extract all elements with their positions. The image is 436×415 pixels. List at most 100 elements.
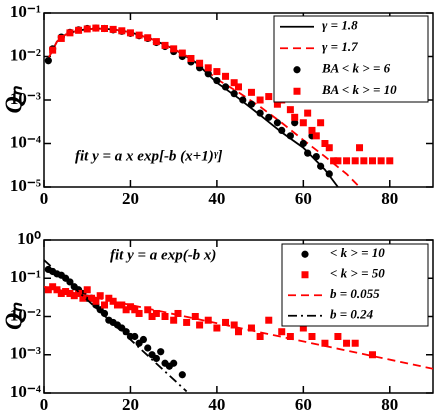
point [66,29,74,37]
point [230,321,238,329]
point [334,157,342,165]
x-tick-label: 60 [295,395,312,414]
point [152,309,160,317]
point [230,90,238,98]
x-axis-label: n [232,409,245,415]
point [113,301,121,309]
point [247,100,256,108]
point [221,83,230,91]
point [256,333,264,341]
point [57,289,65,297]
point [312,152,320,161]
y-tick-label: 10⁻¹ [10,2,41,21]
point [152,38,160,46]
point [122,306,130,314]
point [235,328,242,336]
point [66,289,74,297]
point [144,344,152,352]
point [178,371,186,379]
x-tick-label: 60 [295,189,312,208]
point [152,354,160,363]
point [386,157,394,165]
point [135,31,143,39]
y-tick-label: 10⁻³ [10,344,41,363]
y-tick-label: 10⁰ [17,229,41,248]
point [308,126,316,134]
point [291,119,299,127]
point [178,49,186,57]
point [83,286,91,294]
point [131,332,139,341]
y-tick-label: 10⁻² [10,45,41,64]
point [239,96,247,104]
point [325,144,333,152]
point [79,294,87,302]
point [265,93,273,101]
point [126,29,134,37]
fit-line [44,259,188,393]
y-tick-label: 10⁻⁵ [10,176,41,195]
point [286,333,294,341]
legend-box [281,243,429,327]
point [187,54,195,62]
point [148,313,156,320]
point [44,286,52,294]
point [131,306,139,314]
point [304,149,312,157]
y-axis-label: Qₙ [2,302,28,330]
point [170,359,178,367]
point [44,57,52,65]
point [317,162,325,170]
point [96,292,104,300]
point [191,313,199,320]
legend-swatch [293,66,301,74]
point [356,144,364,152]
point [351,157,359,165]
point [247,324,255,332]
point [109,25,117,33]
y-tick-label: 10⁻³ [10,89,41,108]
point [204,316,212,324]
y-tick-label: 10⁻² [10,305,41,324]
point [83,25,91,33]
point [235,83,242,91]
point [144,306,152,314]
point [135,309,143,317]
point [101,25,109,33]
legend-label: b = 0.055 [330,286,380,301]
x-tick-label: 0 [40,189,49,208]
legend-label: BA < k > = 6 [321,61,391,76]
point [204,64,212,72]
panel: 0 20 40 60 80 10⁻⁴ 10⁻³ 10⁻² 10⁻¹ 10⁰ Qₙ n fit y = a… [2,229,434,415]
point [222,318,230,326]
point [126,303,134,311]
x-tick-label: 80 [381,395,398,414]
point [304,109,312,117]
y-tick-label: 10⁻⁴ [10,132,41,151]
point [343,339,351,347]
point [183,318,191,326]
plot-area [44,24,394,187]
x-tick-label: 80 [381,189,398,208]
point [265,316,273,324]
point [230,79,238,87]
legend-label: < k > = 10 [330,245,385,260]
point [334,333,342,341]
legend: γ = 1.8 γ = 1.7 BA < k > = 6 BA < k > = 10 [273,15,429,103]
plot-area [44,259,433,393]
annotation: fit y = a exp(-b x) [110,247,216,263]
annotation: fit y = a x exp[-b (x+1)ᵞ] [75,148,222,164]
point [278,328,286,336]
point [317,119,325,127]
point [299,139,307,148]
point [92,24,100,32]
point [286,106,294,114]
x-tick-label: 0 [40,395,49,414]
point [118,301,126,309]
point [321,339,329,347]
point [62,288,70,296]
point [273,100,281,108]
point [157,348,165,356]
point [101,301,109,309]
